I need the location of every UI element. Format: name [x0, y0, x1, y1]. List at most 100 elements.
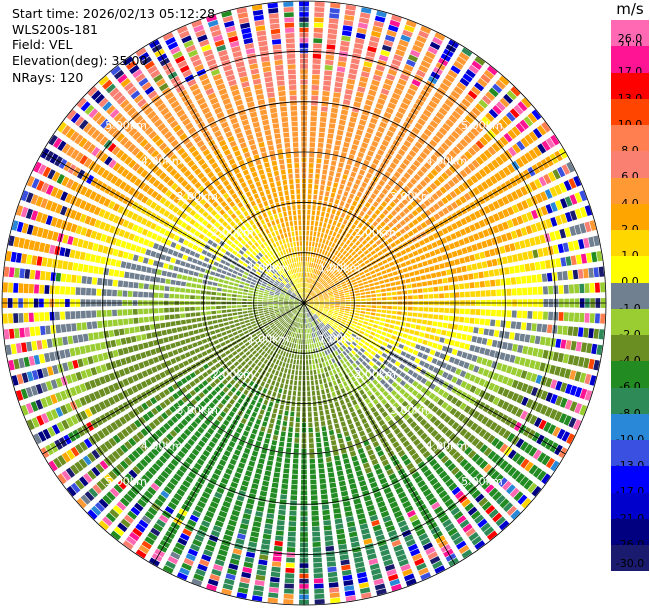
gate-cell: [589, 283, 595, 293]
gate-cell: [323, 282, 328, 286]
gate-cell: [435, 466, 444, 475]
gate-cell: [318, 341, 322, 347]
gate-cell: [278, 361, 283, 366]
gate-cell: [444, 138, 453, 147]
gate-cell: [340, 212, 346, 218]
gate-cell: [504, 353, 511, 362]
gate-cell: [459, 370, 467, 378]
gate-cell: [308, 246, 311, 252]
gate-cell: [328, 381, 333, 388]
gate-cell: [333, 289, 338, 293]
gate-cell: [306, 267, 309, 272]
gate-cell: [356, 385, 362, 391]
gate-cell: [256, 569, 267, 576]
ray: [304, 303, 432, 581]
gate-cell: [311, 510, 319, 516]
gate-cell: [459, 308, 465, 315]
gate-cell: [442, 371, 449, 379]
gate-cell: [471, 159, 480, 169]
gate-cell: [563, 312, 569, 322]
gate-cell: [379, 364, 386, 370]
gate-cell: [325, 228, 330, 235]
gate-cell: [331, 242, 336, 248]
gate-cell: [562, 353, 570, 364]
gate-cell: [509, 487, 520, 498]
gate-cell: [283, 599, 294, 605]
gate-cell: [475, 156, 484, 165]
gate-cell: [215, 329, 221, 334]
gate-cell: [383, 367, 390, 373]
gate-cell: [544, 407, 553, 417]
ray: [304, 303, 560, 472]
gate-cell: [358, 364, 364, 370]
gate-cell: [483, 526, 495, 537]
gate-cell: [415, 392, 423, 400]
gate-cell: [470, 86, 481, 96]
gate-cell: [316, 363, 319, 369]
gate-cell: [561, 164, 571, 175]
gate-cell: [333, 291, 339, 294]
gate-cell: [584, 373, 592, 385]
gate-cell: [487, 434, 496, 444]
gate-cell: [584, 205, 593, 216]
gate-cell: [499, 153, 509, 163]
gate-cell: [419, 239, 426, 246]
gate-cell: [236, 326, 242, 330]
gate-cell: [517, 494, 528, 505]
gate-cell: [343, 315, 349, 318]
gate-cell: [328, 293, 334, 296]
gate-cell: [372, 371, 379, 378]
gate-cell: [492, 384, 500, 393]
gate-cell: [312, 263, 316, 268]
gate-cell: [280, 356, 285, 362]
gate-cell: [495, 516, 506, 527]
gate-cell: [405, 260, 411, 266]
gate-cell: [456, 81, 467, 91]
gate-cell: [446, 204, 454, 212]
gate-cell: [339, 291, 344, 295]
gate-cell: [477, 78, 488, 88]
gate-cell: [336, 258, 341, 264]
gate-cell: [361, 457, 368, 464]
gate-cell: [413, 173, 421, 181]
gate-cell: [305, 251, 308, 257]
gate-cell: [219, 327, 226, 332]
gate-cell: [301, 334, 303, 339]
gate-cell: [294, 380, 298, 386]
gate-cell: [277, 354, 282, 360]
gate-cell: [338, 162, 344, 168]
gate-cell: [514, 332, 520, 341]
gate-cell: [330, 303, 335, 306]
gate-cell: [340, 376, 346, 382]
gate-cell: [373, 253, 379, 259]
gate-cell: [312, 316, 316, 321]
gate-cell: [399, 228, 406, 235]
gate-cell: [535, 402, 543, 413]
gate-cell: [474, 346, 481, 353]
gate-cell: [470, 309, 476, 315]
gate-cell: [338, 217, 344, 223]
gate-cell: [409, 83, 419, 92]
gate-cell: [320, 287, 325, 291]
gate-cell: [395, 153, 403, 161]
gate-cell: [600, 282, 606, 293]
gate-cell: [322, 339, 326, 345]
gate-cell: [345, 83, 354, 90]
gate-cell: [247, 360, 253, 366]
gate-cell: [419, 418, 428, 427]
gate-cell: [315, 281, 319, 286]
gate-cell: [521, 276, 527, 284]
gate-cell: [361, 305, 366, 308]
gate-cell: [229, 337, 235, 342]
gate-cell: [446, 330, 452, 337]
gate-cell: [451, 421, 460, 430]
gate-cell: [476, 356, 483, 364]
gate-cell: [336, 367, 341, 373]
gate-cell: [318, 309, 323, 312]
gate-cell: [259, 409, 265, 415]
gate-cell: [340, 298, 345, 300]
gate-cell: [306, 288, 309, 293]
gate-cell: [320, 328, 324, 334]
gate-cell: [471, 489, 481, 499]
gate-cell: [371, 568, 382, 576]
